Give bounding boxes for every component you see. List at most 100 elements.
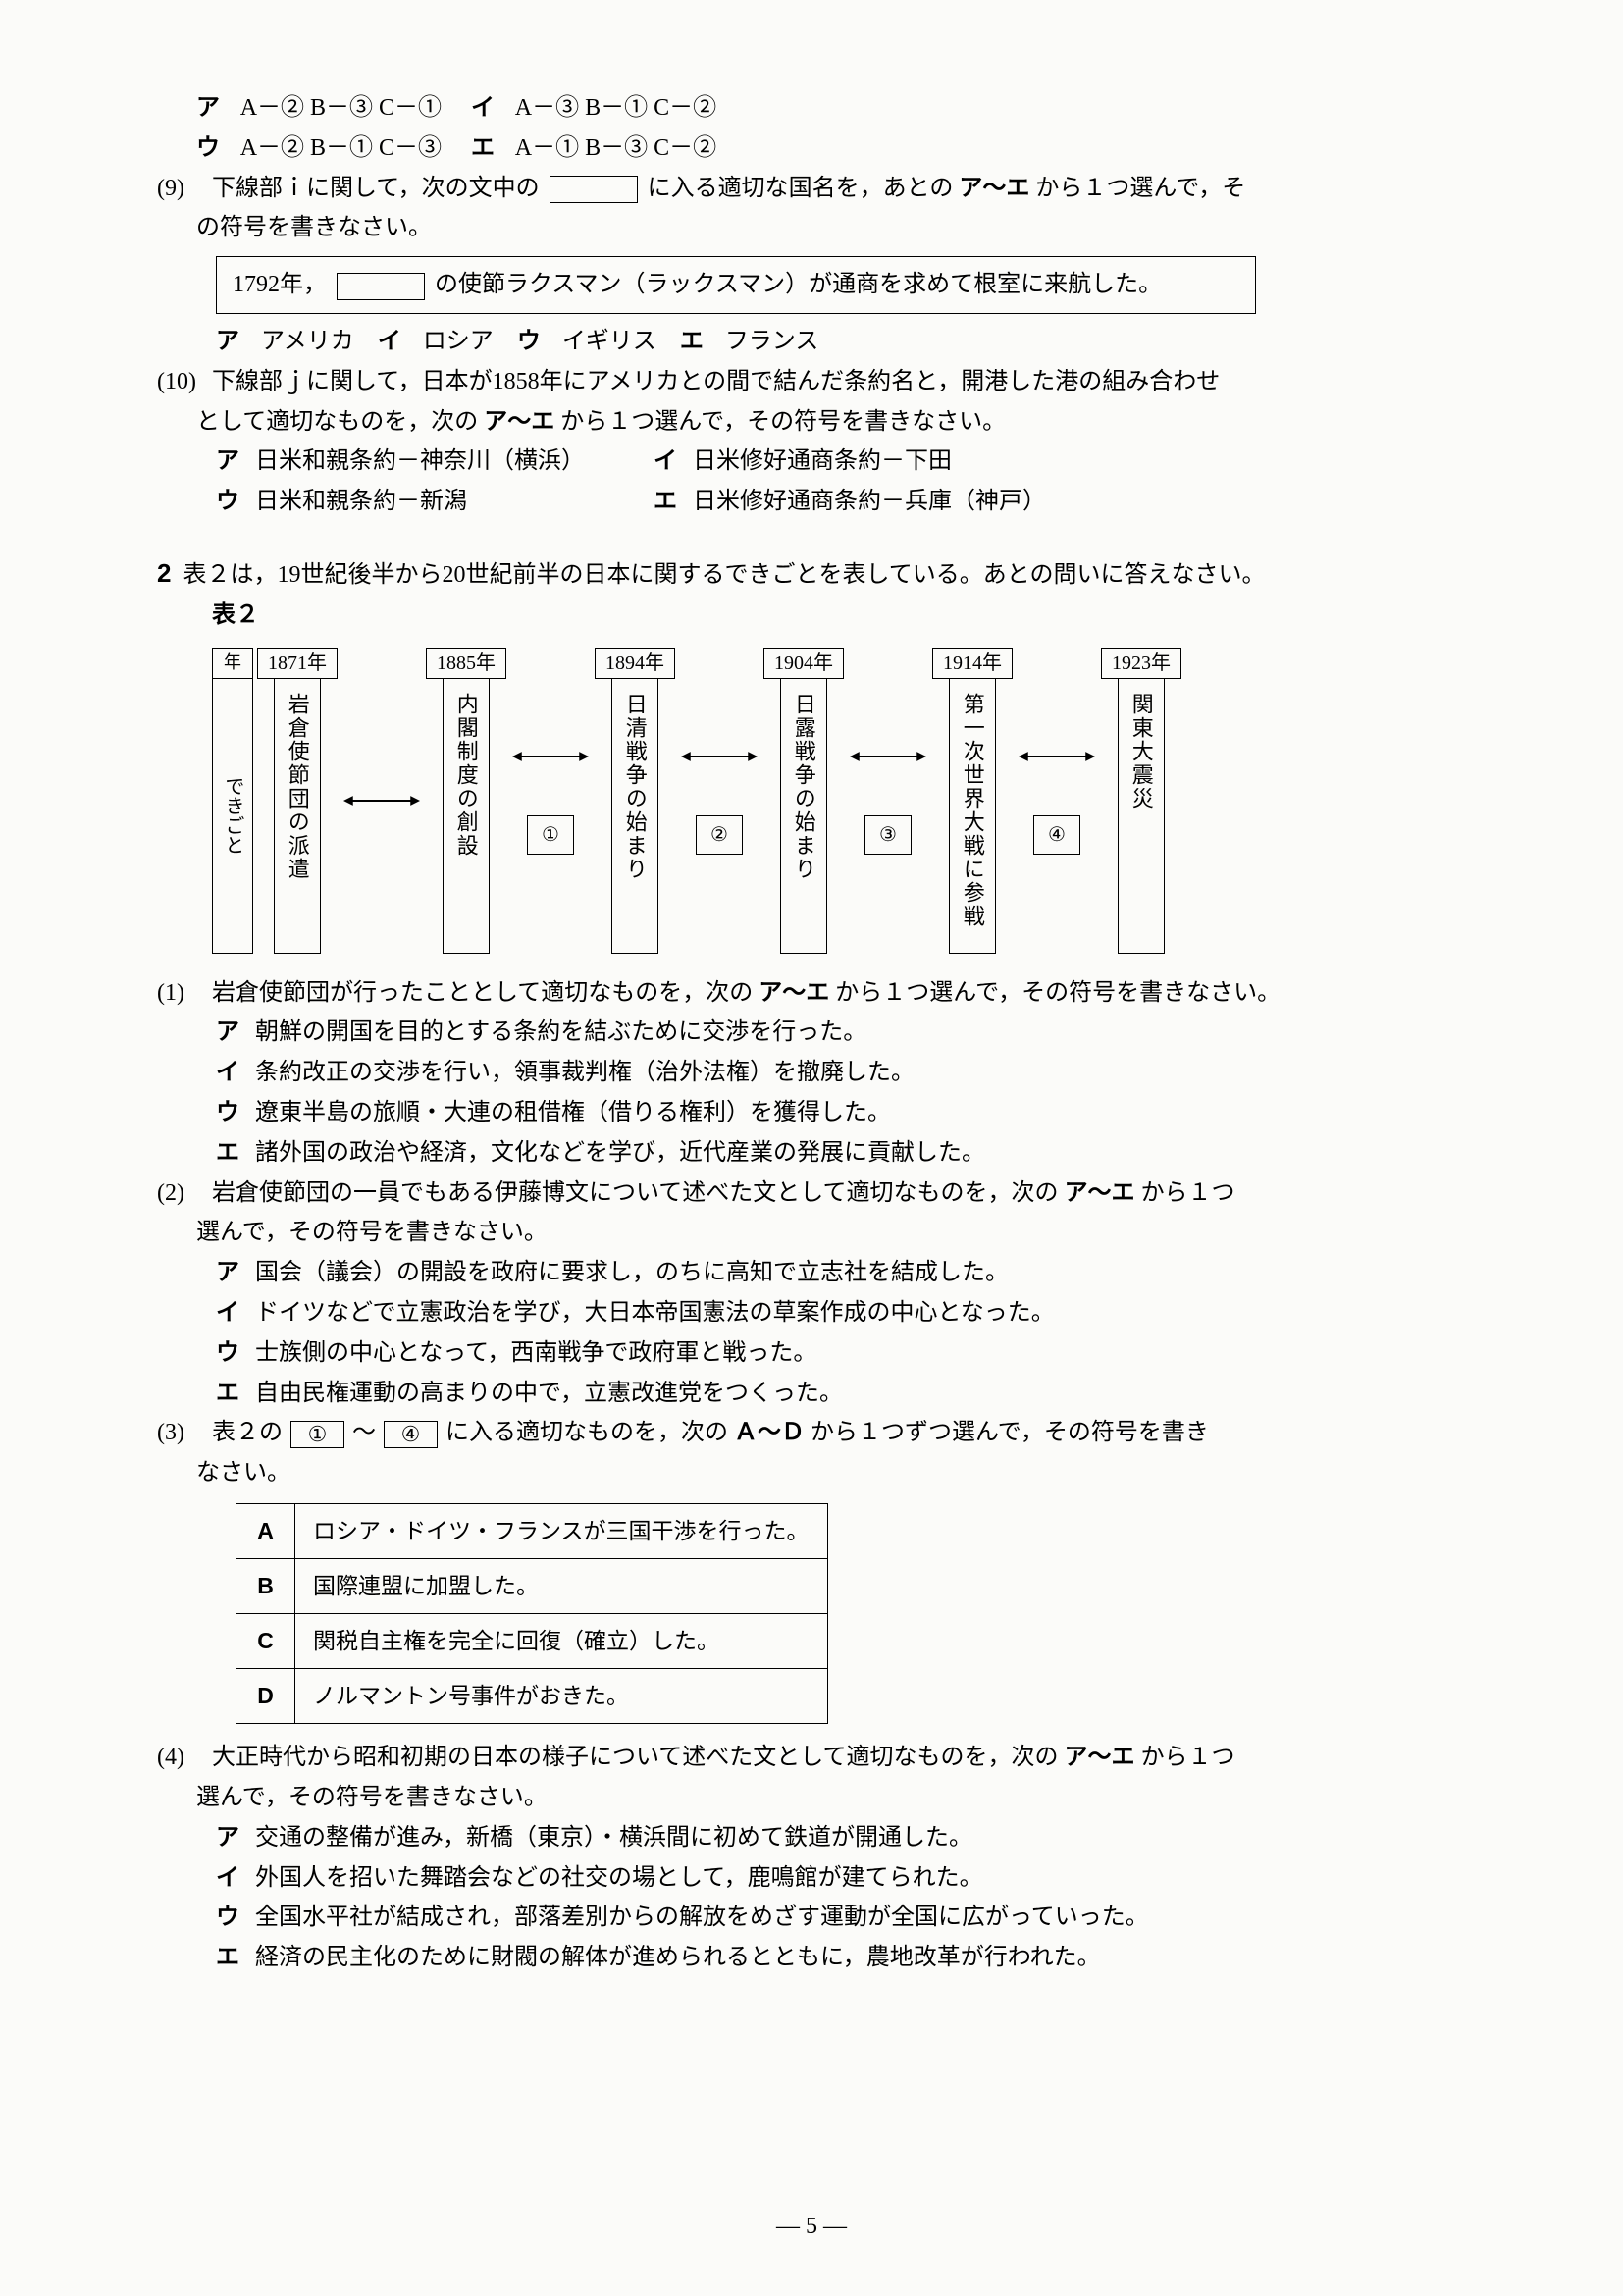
q-text: 岩倉使節団が行ったこととして適切なものを，次の (212, 980, 753, 1006)
row-label: A (236, 1503, 295, 1558)
choice-text: 日米和親条約－神奈川（横浜） (255, 448, 585, 474)
frame-text: 1792年， (233, 272, 327, 297)
bold-range: Ａ～Ｄ (734, 1419, 805, 1445)
question-2-4: (4) 大正時代から昭和初期の日本の様子について述べた文として適切なものを，次の… (157, 1738, 1466, 1818)
choice-text: 国会（議会）の開設を政府に要求し，のちに高知で立志社を結成した。 (255, 1260, 1009, 1285)
row-label: C (236, 1614, 295, 1669)
q-text: 大正時代から昭和初期の日本の様子について述べた文として適切なものを，次の (212, 1745, 1059, 1770)
q-text: から１つ (1141, 1745, 1235, 1770)
timeline-slot: ④ (1033, 815, 1080, 855)
q-number: (4) (157, 1738, 206, 1778)
choice-a: ア (196, 88, 236, 129)
choice-text: 日米修好通商条約－兵庫（神戸） (693, 489, 1046, 514)
choice-u: ウ (216, 1093, 255, 1133)
choice-text: 交通の整備が進み，新橋（東京）・横浜間に初めて鉄道が開通した。 (255, 1825, 972, 1851)
q-text: 岩倉使節団の一員でもある伊藤博文について述べた文として適切なものを，次の (212, 1180, 1059, 1206)
choice-e: エ (216, 1133, 255, 1174)
q-text: から１つずつ選んで，その符号を書き (811, 1420, 1209, 1445)
choice-text: 外国人を招いた舞踏会などの社交の場として，鹿鳴館が建てられた。 (255, 1865, 983, 1891)
choice-u: ウ (216, 1898, 255, 1938)
question-10: (10) 下線部ｊに関して，日本が1858年にアメリカとの間で結んだ条約名と，開… (157, 362, 1466, 443)
timeline-year: 1885年 (426, 648, 506, 679)
frame-box: 1792年， の使節ラクスマン（ラックスマン）が通商を求めて根室に来航した。 (216, 256, 1256, 314)
bold-range: ア～エ (759, 979, 829, 1006)
q-number: (9) (157, 169, 206, 209)
section-2: 2 表２は，19世紀後半から20世紀前半の日本に関するできごとを表している。あと… (157, 551, 1466, 636)
timeline-event: 内閣制度の創設 (443, 679, 490, 954)
timeline-col: 1914年 第一次世界大戦に参戦 (932, 648, 1013, 954)
choice-a: ア (216, 442, 255, 482)
choice-i: イ (216, 1293, 255, 1333)
question-2-1: (1) 岩倉使節団が行ったこととして適切なものを，次の ア～エ から１つ選んで，… (157, 973, 1466, 1014)
table-row: B国際連盟に加盟した。 (236, 1559, 828, 1614)
box-4: ④ (384, 1421, 438, 1448)
q-text: 下線部ｉに関して，次の文中の (212, 176, 540, 201)
timeline-table: 年 できごと 1871年 岩倉使節団の派遣 1885年 内閣制度の創設 ① 18… (212, 648, 1466, 954)
timeline-row-labels: 年 できごと (212, 648, 253, 954)
timeline-arrow: ① (506, 648, 595, 954)
page-number: ― 5 ― (0, 2207, 1623, 2247)
choice-text: 遼東半島の旅順・大連の租借権（借りる権利）を獲得した。 (255, 1100, 891, 1125)
choice-u: ウ (216, 482, 255, 522)
timeline-event: 第一次世界大戦に参戦 (949, 679, 996, 954)
row-text: 関税自主権を完全に回復（確立）した。 (295, 1614, 828, 1669)
row-text: ロシア・ドイツ・フランスが三国干渉を行った。 (295, 1503, 828, 1558)
row-label: D (236, 1669, 295, 1724)
choice-a: ア (216, 1818, 255, 1858)
q-text: 選んで，その符号を書きなさい。 (196, 1785, 548, 1810)
choice-u: ウ (517, 322, 556, 362)
choice-text: ドイツなどで立憲政治を学び，大日本帝国憲法の草案作成の中心となった。 (255, 1300, 1055, 1326)
q-text: から１つ選んで，そ (1035, 176, 1245, 201)
choice-text: 自由民権運動の高まりの中で，立憲改進党をつくった。 (255, 1381, 843, 1406)
choice-u: ウ (216, 1333, 255, 1374)
question-9: (9) 下線部ｉに関して，次の文中の に入る適切な国名を，あとの ア～エ から１… (157, 169, 1466, 249)
q-text: 下線部ｊに関して，日本が1858年にアメリカとの間で結んだ条約名と，開港した港の… (212, 369, 1220, 394)
question-2-3: (3) 表２の ① ～ ④ に入る適切なものを，次の Ａ～Ｄ から１つずつ選んで… (157, 1413, 1466, 1493)
question-2-2: (2) 岩倉使節団の一員でもある伊藤博文について述べた文として適切なものを，次の… (157, 1174, 1466, 1254)
choice-text: 経済の民主化のために財閥の解体が進められるとともに，農地改革が行われた。 (255, 1945, 1101, 1970)
timeline-year: 1904年 (763, 648, 844, 679)
choice-text: 士族側の中心となって，西南戦争で政府軍と戦った。 (255, 1340, 816, 1366)
timeline-arrow: ③ (844, 648, 932, 954)
timeline-col: 1904年 日露戦争の始まり (763, 648, 844, 954)
choice-text: 諸外国の政治や経済，文化などを学び，近代産業の発展に貢献した。 (255, 1140, 985, 1166)
q-text: から１つ選んで，その符号を書きなさい。 (560, 409, 1006, 435)
choice-i: イ (216, 1858, 255, 1899)
choice-text: 全国水平社が結成され，部落差別からの解放をめざす運動が全国に広がっていった。 (255, 1905, 1149, 1930)
blank-box (337, 273, 425, 300)
choice-text: 日米和親条約－新潟 (255, 489, 467, 514)
choice-text: A－① B－③ C－② (515, 135, 716, 161)
choice-text: A－② B－① C－③ (240, 135, 442, 161)
choice-text: イギリス (562, 329, 656, 354)
timeline-arrow: ② (675, 648, 763, 954)
timeline-header-event: できごと (212, 679, 253, 954)
bold-range: ア～エ (1065, 1179, 1135, 1206)
choice-e: エ (654, 482, 693, 522)
timeline-event: 日清戦争の始まり (611, 679, 658, 954)
timeline-col: 1885年 内閣制度の創設 (426, 648, 506, 954)
q-number: (1) (157, 973, 206, 1014)
q-text: 選んで，その符号を書きなさい。 (196, 1220, 548, 1245)
choice-text: アメリカ (261, 329, 354, 354)
choice-a: ア (216, 322, 255, 362)
table-row: Aロシア・ドイツ・フランスが三国干渉を行った。 (236, 1503, 828, 1558)
tilde: ～ (352, 1420, 376, 1445)
bold-range: ア～エ (959, 175, 1029, 201)
choice-i: イ (378, 322, 417, 362)
timeline-event: 関東大震災 (1118, 679, 1165, 954)
q-text: なさい。 (196, 1460, 290, 1486)
timeline-header-year: 年 (212, 648, 253, 679)
choice-a: ア (216, 1013, 255, 1053)
timeline-slot: ① (527, 815, 574, 855)
timeline-event: 岩倉使節団の派遣 (274, 679, 321, 954)
timeline-arrow: ④ (1013, 648, 1101, 954)
choice-text: ロシア (423, 329, 494, 354)
q-number: (2) (157, 1174, 206, 1214)
box-1: ① (290, 1421, 344, 1448)
choice-row: ア アメリカ イ ロシア ウ イギリス エ フランス (157, 322, 1466, 362)
timeline-col: 1894年 日清戦争の始まり (595, 648, 675, 954)
timeline-col: 1871年 岩倉使節団の派遣 (257, 648, 338, 954)
bold-range: ア～エ (1065, 1744, 1135, 1770)
match-table: Aロシア・ドイツ・フランスが三国干渉を行った。 B国際連盟に加盟した。 C関税自… (236, 1503, 828, 1724)
timeline-event: 日露戦争の始まり (780, 679, 827, 954)
